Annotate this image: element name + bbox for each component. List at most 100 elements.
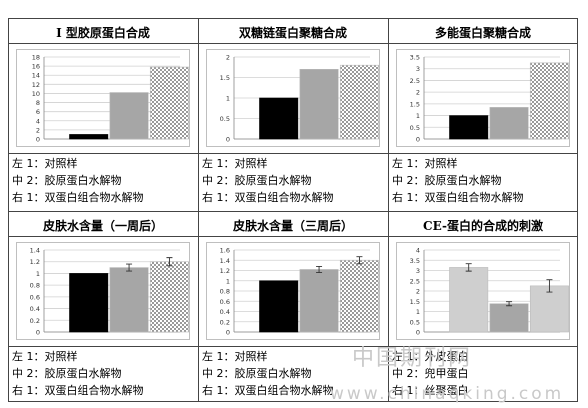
bar-2 <box>299 68 339 140</box>
chart-title: 双糖链蛋白聚糖合成 <box>238 26 347 40</box>
y-tick-label: 16 <box>32 63 40 71</box>
legend-line: 中 2：胶原蛋白水解物 <box>202 367 312 380</box>
y-tick-label: 0.2 <box>220 318 230 326</box>
legend-line: 中 2：胶原蛋白水解物 <box>12 367 122 380</box>
legend-line: 左 1：对照样 <box>12 157 78 170</box>
y-tick-label: 2 <box>416 89 420 97</box>
legend-line: 中 2：胶原蛋白水解物 <box>12 174 122 187</box>
y-tick-label: 18 <box>32 54 40 62</box>
y-tick-label: 0.2 <box>30 317 40 325</box>
y-tick-label: 1.2 <box>30 258 40 266</box>
y-tick-label: 12 <box>32 81 40 89</box>
error-bar <box>506 301 513 307</box>
y-tick-label: 0.6 <box>220 298 230 306</box>
chart-title: 多能蛋白聚糖合成 <box>434 26 531 40</box>
y-tick-label: 1.4 <box>220 257 230 265</box>
legend-line: 右 1：双蛋白组合物水解物 <box>392 191 524 204</box>
table-borders <box>8 18 578 402</box>
bar-2 <box>489 107 529 140</box>
legend-line: 左 1：对照样 <box>202 157 268 170</box>
y-tick-label: 0 <box>226 136 230 144</box>
bar-1 <box>259 280 299 333</box>
legend-line: 中 2：胶原蛋白水解物 <box>392 174 502 187</box>
chart-title: CE-蛋白的合成的刺激 <box>423 219 543 233</box>
error-bar <box>316 265 323 273</box>
bar-1 <box>69 273 109 333</box>
y-tick-label: 0.6 <box>30 293 40 301</box>
y-tick-label: 1 <box>226 277 230 285</box>
legend-line: 右 1：双蛋白组合物水解物 <box>12 191 144 204</box>
y-tick-label: 0 <box>36 136 40 144</box>
legend-line: 右 1：双蛋白组合物水解物 <box>12 384 144 397</box>
bar-3 <box>149 66 189 140</box>
legend-line: 中 2：兜甲蛋白 <box>392 367 469 380</box>
legend-block: 左 1：对照样中 2：胶原蛋白水解物右 1：双蛋白组合物水解物 <box>202 155 334 206</box>
y-tick-label: 3.5 <box>410 257 420 265</box>
legend-block: 左 1：对照样中 2：胶原蛋白水解物右 1：双蛋白组合物水解物 <box>392 155 524 206</box>
legend-line: 右 1：丝聚蛋白 <box>392 384 469 397</box>
y-tick-label: 1.5 <box>410 100 420 108</box>
y-tick-label: 6 <box>36 108 40 116</box>
legend-line: 左 1：对照样 <box>202 350 268 363</box>
y-tick-label: 0 <box>36 329 40 337</box>
y-tick-label: 10 <box>32 90 40 98</box>
y-tick-label: 3.5 <box>410 54 420 62</box>
y-tick-label: 0.5 <box>220 115 230 123</box>
y-tick-label: 4 <box>36 117 40 125</box>
bar-1 <box>449 267 489 333</box>
bar-3 <box>529 62 569 140</box>
y-tick-label: 0.8 <box>30 282 40 290</box>
y-tick-label: 2 <box>226 54 230 62</box>
bar-chart: 0 0.2 0.4 0.6 0.8 1 1.2 1.4 1.6 <box>206 242 380 340</box>
y-tick-label: 1 <box>416 112 420 120</box>
chart-title: I 型胶原蛋白合成 <box>56 26 150 40</box>
y-tick-label: 1.2 <box>220 267 230 275</box>
y-tick-label: 0.8 <box>220 288 230 296</box>
chart-title: 皮肤水含量（三周后） <box>232 219 353 233</box>
y-tick-label: 1.5 <box>410 298 420 306</box>
y-tick-label: 1.5 <box>220 74 230 82</box>
legend-block: 左 1：对照样中 2：胶原蛋白水解物右 1：双蛋白组合物水解物 <box>12 348 144 399</box>
bar-chart: 0 0.5 1 1.5 2 2.5 3 3.5 4 <box>396 242 570 340</box>
figure-grid: I 型胶原蛋白合成 0 2 4 6 8 10 12 14 16 18 左 1：对照样中 2：胶原蛋白水… <box>8 18 578 402</box>
bar-1 <box>449 115 489 140</box>
y-tick-label: 1.4 <box>30 247 40 255</box>
bar-1 <box>259 97 299 140</box>
y-tick-label: 2.5 <box>410 77 420 85</box>
bar-chart: 0 0.2 0.4 0.6 0.8 1 1.2 1.4 <box>16 242 190 340</box>
y-tick-label: 2.5 <box>410 277 420 285</box>
y-tick-label: 1 <box>226 95 230 103</box>
y-tick-label: 0.4 <box>30 305 40 313</box>
bar-chart: 0 0.5 1 1.5 2 <box>206 49 380 147</box>
y-tick-label: 4 <box>416 247 420 255</box>
y-tick-label: 0.4 <box>220 308 230 316</box>
y-tick-label: 1.6 <box>220 247 230 255</box>
y-tick-label: 0.5 <box>410 318 420 326</box>
bar-2 <box>109 267 149 333</box>
y-tick-label: 2 <box>416 288 420 296</box>
bar-chart: 0 0.5 1 1.5 2 2.5 3 3.5 <box>396 49 570 147</box>
y-tick-label: 0.5 <box>410 124 420 132</box>
legend-line: 左 1：对照样 <box>12 350 78 363</box>
y-tick-label: 1 <box>416 308 420 316</box>
bar-3 <box>339 64 379 140</box>
y-tick-label: 8 <box>36 99 40 107</box>
y-tick-label: 1 <box>36 270 40 278</box>
chart-title: 皮肤水含量（一周后） <box>42 219 163 233</box>
legend-line: 右 1：双蛋白组合物水解物 <box>202 384 334 397</box>
error-bar <box>126 263 133 272</box>
error-bar <box>166 257 173 267</box>
bar-3 <box>149 261 189 333</box>
bar-2 <box>299 269 339 333</box>
y-tick-label: 3 <box>416 267 420 275</box>
y-tick-label: 3 <box>416 65 420 73</box>
error-bar <box>546 279 553 293</box>
y-tick-label: 0 <box>416 136 420 144</box>
bar-3 <box>529 285 569 333</box>
legend-block: 左 1：对照样中 2：胶原蛋白水解物右 1：双蛋白组合物水解物 <box>202 348 334 399</box>
error-bar <box>356 256 363 265</box>
bar-2 <box>109 92 149 140</box>
legend-line: 中 2：胶原蛋白水解物 <box>202 174 312 187</box>
legend-block: 左 1：对照样中 2：胶原蛋白水解物右 1：双蛋白组合物水解物 <box>12 155 144 206</box>
